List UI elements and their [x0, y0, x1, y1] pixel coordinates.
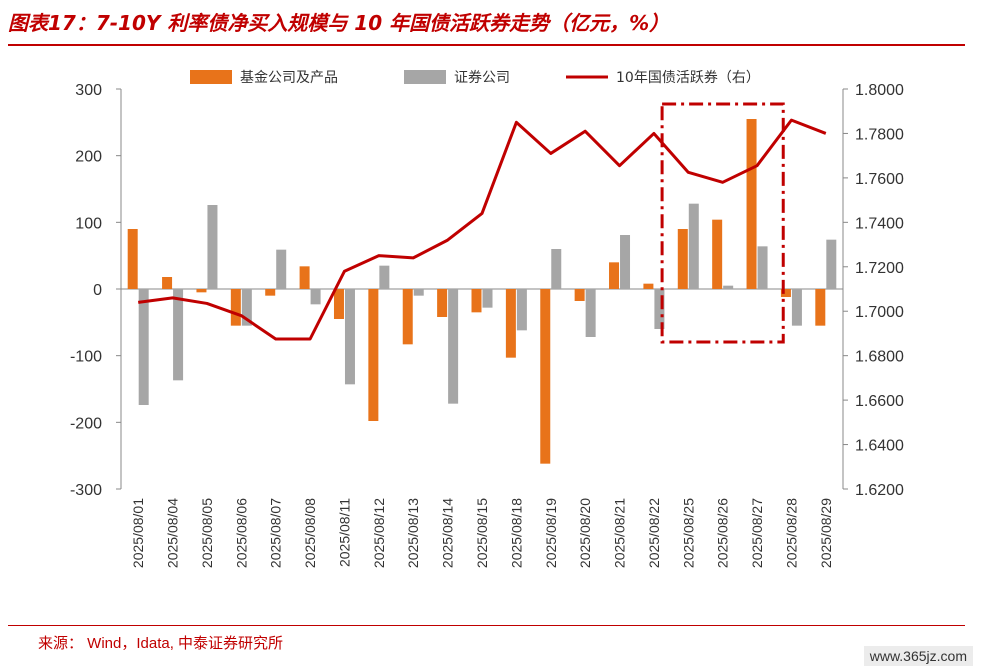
right-tick-label: 1.6600 [855, 393, 904, 410]
yield-line [137, 118, 827, 341]
left-tick-label: -100 [70, 349, 102, 366]
bar-fund [574, 289, 585, 301]
bar-fund [437, 289, 448, 317]
bar-securities [723, 285, 734, 289]
bar-securities [413, 289, 424, 296]
axes: 300 200 100 0 -100 -200 -300 1.8000 1.7800 1.7600… [70, 82, 904, 499]
bar-fund [368, 289, 379, 421]
bar-securities [791, 289, 802, 326]
right-tick-label: 1.7600 [855, 171, 904, 188]
line-series [137, 118, 827, 341]
bar-fund [712, 219, 723, 289]
x-tick-label: 2025/08/26 [715, 498, 731, 568]
legend-swatch-fund [190, 70, 232, 84]
left-tick-label: 0 [93, 282, 102, 299]
bar-fund [746, 119, 757, 289]
right-tick-label: 1.6400 [855, 438, 904, 455]
x-tick-label: 2025/08/05 [199, 498, 215, 568]
bar-securities [620, 235, 631, 289]
x-tick-label: 2025/08/25 [680, 498, 696, 568]
x-tick-label: 2025/08/13 [405, 498, 421, 568]
bar-securities [482, 289, 493, 308]
bar-fund [609, 262, 620, 289]
bar-fund [333, 289, 344, 319]
bar-securities [448, 289, 459, 404]
bar-fund [299, 266, 310, 289]
bar-securities [138, 289, 149, 405]
x-tick-label: 2025/08/27 [749, 498, 765, 568]
left-tick-label: 300 [75, 82, 102, 99]
bar-securities [551, 249, 562, 289]
x-tick-label: 2025/08/19 [543, 498, 559, 568]
bar-fund [230, 289, 241, 326]
bar-securities [276, 249, 287, 289]
bar-securities [310, 289, 321, 305]
right-tick-label: 1.7200 [855, 260, 904, 277]
bar-securities [207, 205, 218, 289]
x-tick-label: 2025/08/18 [508, 498, 524, 568]
bar-securities [654, 289, 665, 329]
legend-label-securities: 证券公司 [454, 70, 510, 86]
bar-fund [471, 289, 482, 313]
x-tick-label: 2025/08/21 [612, 498, 628, 568]
x-tick-label: 2025/08/20 [577, 498, 593, 568]
source-rule [8, 625, 965, 626]
x-tick-label: 2025/08/06 [233, 498, 249, 568]
left-tick-label: -200 [70, 415, 102, 432]
bar-securities [516, 289, 527, 331]
x-tick-label: 2025/08/22 [646, 498, 662, 568]
bar-fund [505, 289, 516, 358]
right-tick-label: 1.6800 [855, 349, 904, 366]
legend-label-yield: 10年国债活跃券（右） [616, 70, 760, 86]
right-tick-label: 1.7400 [855, 215, 904, 232]
legend-swatch-securities [404, 70, 446, 84]
bar-securities [585, 289, 596, 337]
source-note: 来源： Wind，Idata, 中泰证券研究所 [38, 635, 284, 652]
bar-fund [643, 283, 654, 289]
bars [127, 119, 837, 464]
left-tick-label: 100 [75, 215, 102, 232]
right-tick-label: 1.6200 [855, 482, 904, 499]
x-tick-label: 2025/08/08 [302, 498, 318, 568]
bar-fund [402, 289, 413, 345]
legend-label-fund: 基金公司及产品 [240, 69, 338, 86]
bar-securities [241, 289, 252, 326]
bar-fund [815, 289, 826, 326]
title-rule [8, 44, 965, 46]
bar-fund [540, 289, 551, 464]
x-tick-label: 2025/08/01 [130, 498, 146, 568]
bar-securities [379, 265, 390, 289]
x-tick-label: 2025/08/11 [336, 498, 352, 567]
bar-securities [344, 289, 355, 385]
bar-fund [780, 289, 791, 297]
x-tick-label: 2025/08/07 [268, 498, 284, 568]
bar-fund [127, 229, 138, 289]
x-axis-labels: 2025/08/01 2025/08/04 2025/08/05 2025/08/06… [130, 498, 834, 568]
x-tick-label: 2025/08/04 [165, 498, 181, 568]
bar-securities [173, 289, 184, 381]
x-tick-label: 2025/08/28 [783, 498, 799, 568]
right-tick-label: 1.7800 [855, 126, 904, 143]
x-tick-label: 2025/08/12 [371, 498, 387, 568]
bar-securities [826, 239, 837, 289]
x-tick-label: 2025/08/15 [474, 498, 490, 568]
x-tick-label: 2025/08/29 [818, 498, 834, 568]
highlight-rect [660, 102, 785, 344]
right-tick-label: 1.7000 [855, 304, 904, 321]
bar-fund [265, 289, 276, 296]
chart-title: 图表17：7-10Y 利率债净买入规模与 10 年国债活跃券走势（亿元，%） [8, 11, 670, 35]
bar-fund [196, 289, 207, 293]
bar-securities [757, 246, 768, 289]
right-tick-label: 1.8000 [855, 82, 904, 99]
legend: 基金公司及产品 证券公司 10年国债活跃券（右） [190, 69, 760, 86]
bar-securities [688, 203, 699, 289]
bar-fund [677, 229, 688, 289]
bar-fund [162, 277, 173, 289]
watermark: www.365jz.com [863, 646, 973, 666]
left-tick-label: -300 [70, 482, 102, 499]
highlight-box [660, 102, 785, 344]
x-tick-label: 2025/08/14 [440, 498, 456, 568]
left-tick-label: 200 [75, 149, 102, 166]
